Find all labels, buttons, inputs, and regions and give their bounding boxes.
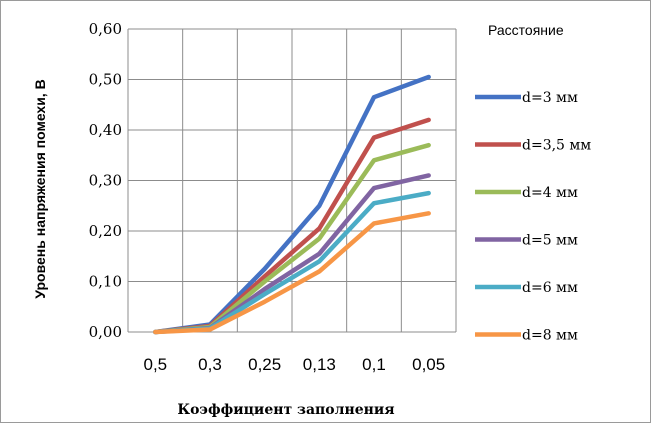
y-tick-label: 0,50 <box>89 71 122 89</box>
x-axis-title: Коэффициент заполнения <box>177 402 394 418</box>
legend-label: d=3 мм <box>522 90 578 106</box>
y-tick-label: 0,40 <box>89 121 122 139</box>
x-tick-label: 0,5 <box>144 355 168 374</box>
legend: Расстояние d=3 мм d=3,5 мм d=4 мм d=5 мм d=6… <box>475 22 591 344</box>
legend-label: d=3,5 мм <box>522 138 591 154</box>
series-line <box>153 211 431 335</box>
y-tick-labels: 0,00 0,10 0,20 0,30 0,40 0,50 0,60 <box>89 20 122 341</box>
x-tick-label: 0,1 <box>362 355 386 374</box>
legend-label: d=8 мм <box>522 328 578 344</box>
x-tick-label: 0,25 <box>248 355 281 374</box>
legend-title: Расстояние <box>488 22 564 38</box>
legend-label: d=5 мм <box>522 233 578 249</box>
y-tick-label: 0,60 <box>89 20 122 38</box>
y-tick-label: 0,30 <box>89 172 122 190</box>
x-tick-label: 0,05 <box>412 355 445 374</box>
x-tick-label: 0,13 <box>303 355 336 374</box>
series-lines <box>153 74 431 335</box>
y-tick-label: 0,10 <box>89 273 122 291</box>
y-axis-title: Уровень напряжения помехи, В <box>32 79 48 298</box>
legend-label: d=6 мм <box>522 280 578 296</box>
x-tick-label: 0,3 <box>198 355 222 374</box>
x-tick-labels: 0,5 0,3 0,25 0,13 0,1 0,05 <box>144 355 446 374</box>
y-tick-label: 0,00 <box>89 323 122 341</box>
legend-label: d=4 мм <box>522 185 578 201</box>
y-tick-label: 0,20 <box>89 222 122 240</box>
